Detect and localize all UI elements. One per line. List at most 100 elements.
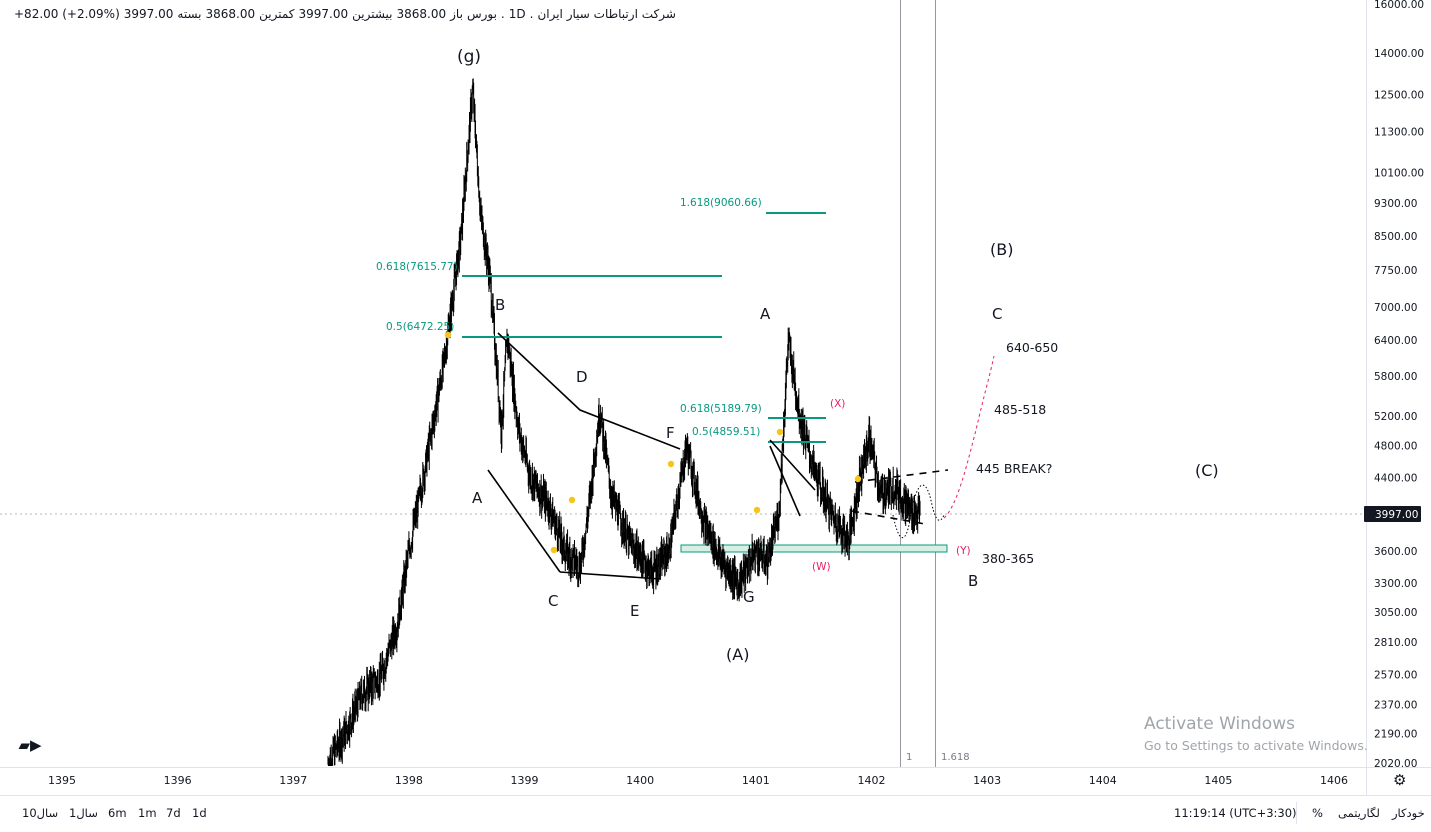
timeframe-10y[interactable]: 10سال bbox=[22, 806, 59, 820]
price-axis-label: 7000.00 bbox=[1374, 302, 1417, 314]
time-axis-label: 1406 bbox=[1320, 774, 1348, 787]
timeframe-1m[interactable]: 1m bbox=[138, 806, 157, 820]
support-zone[interactable] bbox=[680, 544, 948, 553]
time-axis-label: 1404 bbox=[1089, 774, 1117, 787]
trendline-b-d-f[interactable] bbox=[497, 332, 681, 450]
wave-label-b1: B bbox=[495, 296, 505, 314]
time-axis-label: 1395 bbox=[48, 774, 76, 787]
wave-label-e1: E bbox=[630, 602, 639, 620]
time-axis-label: 1403 bbox=[973, 774, 1001, 787]
price-axis-label: 14000.00 bbox=[1374, 48, 1424, 60]
price-axis-label: 16000.00 bbox=[1374, 0, 1424, 11]
time-axis-label: 1400 bbox=[626, 774, 654, 787]
legend-symbol[interactable]: شرکت ارتباطات سیار ایران bbox=[537, 7, 676, 21]
wave-label-b2: B bbox=[968, 572, 978, 590]
price-axis-label: 2020.00 bbox=[1374, 758, 1417, 770]
bottom-toolbar: 10سال 1سال 6m 1m 7d 1d 11:19:14 (UTC+3:3… bbox=[0, 795, 1431, 832]
trendline-channel-top[interactable] bbox=[769, 439, 816, 491]
price-axis-label: 3600.00 bbox=[1374, 546, 1417, 558]
fib-label-05-big: 0.5(6472.25) bbox=[386, 321, 454, 333]
time-cycle-label-1618: 1.618 bbox=[941, 752, 970, 763]
note-380-365: 380-365 bbox=[982, 551, 1034, 566]
trendline-a-c[interactable] bbox=[487, 469, 561, 573]
current-price-value: 3997.00 bbox=[1375, 509, 1418, 521]
price-axis[interactable]: 16000.00 14000.00 12500.00 11300.00 10100.00… bbox=[1374, 0, 1424, 770]
fib-label-0618-big: 0.618(7615.77) bbox=[376, 261, 458, 273]
price-axis-label: 2810.00 bbox=[1374, 637, 1417, 649]
legend-low-value: 3868.00 bbox=[205, 7, 256, 21]
wave-label-c2: C bbox=[992, 305, 1002, 323]
price-axis-label: 4400.00 bbox=[1374, 472, 1417, 484]
wave-label-c1: C bbox=[548, 592, 558, 610]
wave-label-a1: A bbox=[472, 489, 483, 507]
current-price-tag bbox=[1364, 506, 1421, 522]
timeframe-7d[interactable]: 7d bbox=[166, 806, 181, 820]
legend-high-label: بیشترین bbox=[352, 7, 393, 21]
price-axis-label: 8500.00 bbox=[1374, 231, 1417, 243]
legend-change: +82.00 (+2.09%) bbox=[14, 7, 120, 21]
timeframe-6m[interactable]: 6m bbox=[108, 806, 127, 820]
legend-high-value: 3997.00 bbox=[298, 7, 349, 21]
timeframe-1d[interactable]: 1d bbox=[192, 806, 207, 820]
activate-line-1: Activate Windows bbox=[1144, 714, 1295, 734]
separator bbox=[1296, 802, 1297, 824]
fib-label-05-small: 0.5(4859.51) bbox=[692, 426, 760, 438]
wave-label-g: (g) bbox=[457, 47, 481, 67]
time-axis-label: 1405 bbox=[1204, 774, 1232, 787]
wave-label-d1: D bbox=[576, 368, 588, 386]
legend-exchange: بورس bbox=[466, 7, 497, 21]
price-axis-label: 7750.00 bbox=[1374, 265, 1417, 277]
time-axis-label: 1401 bbox=[742, 774, 770, 787]
fib-label-1618: 1.618(9060.66) bbox=[680, 197, 762, 209]
price-axis-label: 5200.00 bbox=[1374, 411, 1417, 423]
price-axis-label: 3050.00 bbox=[1374, 607, 1417, 619]
wave-label-x: (X) bbox=[830, 398, 845, 410]
percent-toggle[interactable]: % bbox=[1312, 806, 1323, 820]
auto-toggle[interactable]: خودکار bbox=[1392, 806, 1425, 820]
clock-timezone[interactable]: 11:19:14 (UTC+3:30) bbox=[1174, 806, 1297, 820]
timeframe-1y[interactable]: 1سال bbox=[69, 806, 98, 820]
time-axis-label: 1399 bbox=[511, 774, 539, 787]
legend-open-label: باز bbox=[450, 7, 463, 21]
price-axis-label: 12500.00 bbox=[1374, 90, 1424, 102]
wave-label-g1: G bbox=[743, 588, 755, 606]
price-axis-label: 11300.00 bbox=[1374, 127, 1424, 139]
wave-label-w: (W) bbox=[812, 561, 831, 573]
legend-open-value: 3868.00 bbox=[396, 7, 447, 21]
price-axis-label: 5800.00 bbox=[1374, 371, 1417, 383]
price-axis-label: 10100.00 bbox=[1374, 168, 1424, 180]
legend-close-value: 3997.00 bbox=[123, 7, 174, 21]
projection-pink-dashed[interactable] bbox=[943, 355, 995, 519]
note-445-break: 445 BREAK? bbox=[976, 461, 1052, 476]
price-candles[interactable] bbox=[327, 78, 921, 766]
wave-label-a-big: (A) bbox=[726, 645, 749, 664]
time-axis-label: 1396 bbox=[164, 774, 192, 787]
symbol-legend: +82.00 (+2.09%) 3997.00 بسته 3868.00 کمتری… bbox=[14, 7, 676, 21]
wave-label-f1: F bbox=[666, 424, 675, 442]
trendline-c-e[interactable] bbox=[559, 571, 661, 580]
triangle-upper-dashed[interactable] bbox=[854, 469, 949, 483]
trendline-channel-bottom[interactable] bbox=[769, 445, 801, 517]
wave-label-a2: A bbox=[760, 305, 771, 323]
legend-close-label: بسته bbox=[177, 7, 202, 21]
time-axis-label: 1397 bbox=[279, 774, 307, 787]
price-axis-label: 6400.00 bbox=[1374, 335, 1417, 347]
marker-dots bbox=[444, 331, 862, 554]
settings-gear-icon[interactable]: ⚙ bbox=[1393, 771, 1406, 789]
price-axis-label: 4800.00 bbox=[1374, 441, 1417, 453]
activate-line-2: Go to Settings to activate Windows. bbox=[1144, 738, 1368, 753]
note-485-518: 485-518 bbox=[994, 402, 1046, 417]
tradingview-logo-icon[interactable]: ▰▶ bbox=[14, 733, 46, 757]
time-cycle-label-1: 1 bbox=[906, 752, 912, 763]
fib-label-0618-small: 0.618(5189.79) bbox=[680, 403, 762, 415]
time-axis[interactable]: 1395 1396 1397 1398 1399 1400 1401 1402 1403 1404… bbox=[48, 774, 1348, 787]
price-axis-label: 2190.00 bbox=[1374, 728, 1417, 740]
price-axis-label: 2570.00 bbox=[1374, 670, 1417, 682]
price-axis-label: 9300.00 bbox=[1374, 198, 1417, 210]
price-axis-label: 2370.00 bbox=[1374, 699, 1417, 711]
activate-windows-watermark: Activate Windows Go to Settings to activ… bbox=[1144, 714, 1368, 753]
price-axis-label: 3300.00 bbox=[1374, 578, 1417, 590]
legend-low-label: کمترین bbox=[259, 7, 295, 21]
log-toggle[interactable]: لگاریتمی bbox=[1338, 806, 1380, 820]
